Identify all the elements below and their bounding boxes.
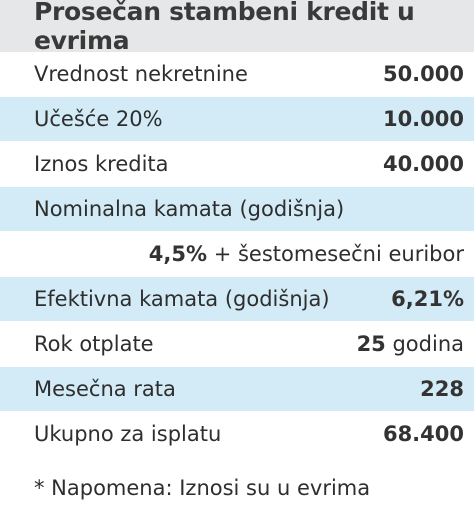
row-value: 68.400 [382,422,464,446]
row-value: 50.000 [382,62,464,86]
row-label: Ukupno za isplatu [34,422,222,446]
row-label: Vrednost nekretnine [34,62,248,86]
row-value: 4,5% + šestomesečni euribor [149,242,464,266]
row-label: Nominalna kamata (godišnja) [34,197,345,221]
row-label: Iznos kredita [34,152,169,176]
row-label: Rok otplate [34,332,154,356]
row-value: 10.000 [382,107,464,131]
term-rest: godina [385,332,464,356]
row-value: 40.000 [382,152,464,176]
row-value: 228 [420,377,464,401]
row-label: Učešće 20% [34,107,163,131]
row-label: Mesečna rata [34,377,176,401]
rate-rest: + šestomesečni euribor [207,242,464,266]
row-effective-rate: Efektivna kamata (godišnja) 6,21% [0,277,474,322]
row-property-value: Vrednost nekretnine 50.000 [0,52,474,97]
row-nominal-rate-label: Nominalna kamata (godišnja) [0,187,474,232]
row-value: 6,21% [391,287,464,311]
term-bold: 25 [356,332,386,356]
row-repayment-term: Rok otplate 25 godina [0,322,474,367]
footnote: * Napomena: Iznosi su u evrima [34,476,371,500]
row-label: Efektivna kamata (godišnja) [34,287,330,311]
rate-bold: 4,5% [148,242,208,266]
loan-table: Vrednost nekretnine 50.000 Učešće 20% 10… [0,52,474,457]
table-title: Prosečan stambeni kredit u evrima [0,0,474,55]
row-monthly-payment: Mesečna rata 228 [0,367,474,412]
row-loan-amount: Iznos kredita 40.000 [0,142,474,187]
row-value: 25 godina [357,332,464,356]
row-total-repayment: Ukupno za isplatu 68.400 [0,412,474,457]
row-nominal-rate-value: 4,5% + šestomesečni euribor [0,232,474,277]
row-down-payment: Učešće 20% 10.000 [0,97,474,142]
